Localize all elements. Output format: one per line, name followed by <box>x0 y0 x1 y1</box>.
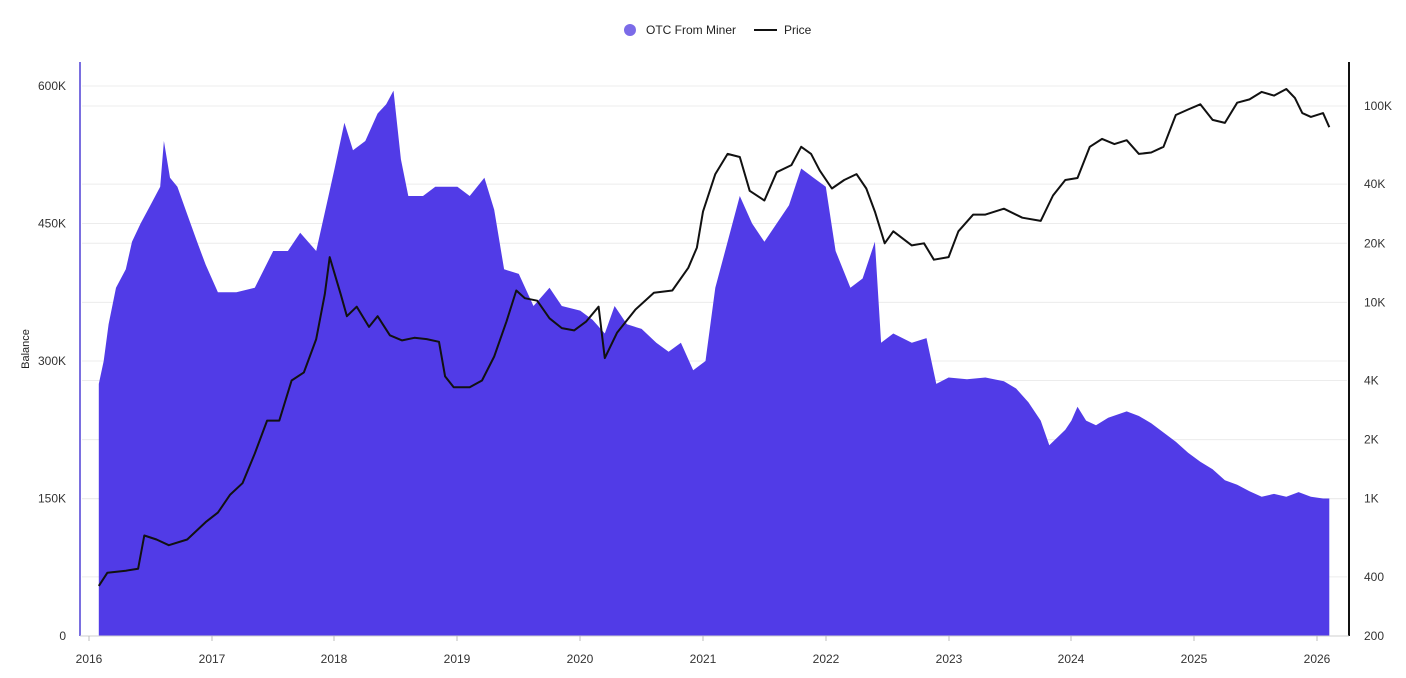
legend-label-otc: OTC From Miner <box>646 23 736 37</box>
y-left-tick-3: 450K <box>38 217 66 231</box>
tick-labels: 0 150K 300K 450K 600K 200 400 1K 2K 4K 10K 20K 40K 10… <box>38 79 1392 666</box>
price-line-layer <box>97 88 1331 587</box>
otc-area-layer <box>98 90 1330 637</box>
legend: OTC From Miner Price <box>624 23 812 37</box>
y-left-tick-0: 0 <box>59 629 66 643</box>
y-right-tick-6: 20K <box>1364 236 1385 250</box>
y-right-tick-4: 4K <box>1364 374 1379 388</box>
y-right-tick-0: 200 <box>1364 629 1384 643</box>
x-tick-6: 2022 <box>813 652 840 666</box>
y-right-tick-1: 400 <box>1364 570 1384 584</box>
y-left-tick-1: 150K <box>38 492 66 506</box>
x-tick-7: 2023 <box>936 652 963 666</box>
y-right-tick-2: 1K <box>1364 492 1379 506</box>
x-tick-4: 2020 <box>567 652 594 666</box>
price-line[interactable] <box>97 88 1331 587</box>
x-tick-10: 2026 <box>1304 652 1331 666</box>
x-tick-8: 2024 <box>1058 652 1085 666</box>
y-right-tick-5: 10K <box>1364 295 1385 309</box>
y-right-tick-3: 2K <box>1364 433 1379 447</box>
axes <box>79 62 1350 637</box>
y-left-tick-4: 600K <box>38 79 66 93</box>
x-tick-5: 2021 <box>690 652 717 666</box>
legend-swatch-otc <box>624 24 636 36</box>
x-tick-0: 2016 <box>76 652 103 666</box>
x-tick-2: 2018 <box>321 652 348 666</box>
legend-label-price: Price <box>784 23 812 37</box>
x-tick-1: 2017 <box>199 652 226 666</box>
legend-item-otc[interactable]: OTC From Miner <box>624 23 736 37</box>
y-axis-title: Balance <box>20 329 32 369</box>
otc-from-miner-area[interactable] <box>98 90 1330 637</box>
y-right-tick-8: 100K <box>1364 99 1392 113</box>
x-tick-9: 2025 <box>1181 652 1208 666</box>
legend-item-price[interactable]: Price <box>754 23 812 37</box>
y-right-tick-7: 40K <box>1364 177 1385 191</box>
x-tick-3: 2019 <box>444 652 471 666</box>
y-left-tick-2: 300K <box>38 354 66 368</box>
